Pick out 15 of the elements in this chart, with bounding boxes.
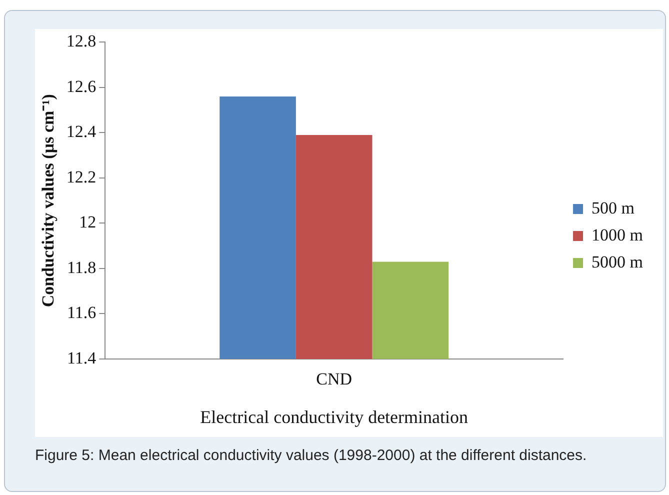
y-tick-label: 12.6: [66, 76, 96, 96]
y-tick-label: 11.6: [67, 303, 96, 322]
y-tick-label: 12: [79, 212, 96, 232]
y-tick-label: 12.4: [66, 122, 97, 142]
y-tick-label: 11.4: [67, 348, 97, 368]
caption: Figure 5: Mean electrical conductivity values (1998-2000) at the different distances.: [35, 446, 588, 465]
y-tick-label: 12.2: [66, 167, 96, 186]
legend-label: 5000 m: [592, 252, 644, 272]
x-axis-title: Electrical conductivity determination: [200, 406, 468, 427]
y-tick-label: 12.8: [66, 32, 96, 51]
legend-label: 1000 m: [592, 225, 644, 244]
x-tick-label: CND: [316, 370, 352, 389]
y-axis-title: Conductivity values (µs cm⁻¹): [38, 94, 58, 308]
legend-label: 500 m: [592, 198, 635, 218]
y-tick-label: 11.8: [67, 258, 96, 277]
